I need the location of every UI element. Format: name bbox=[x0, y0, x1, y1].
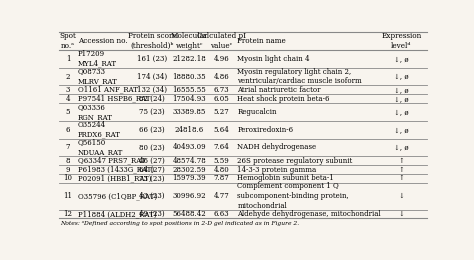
Text: 49 (23): 49 (23) bbox=[139, 210, 164, 218]
Text: 3: 3 bbox=[66, 86, 70, 94]
Text: 4.80: 4.80 bbox=[213, 166, 229, 174]
Text: Q63347 PRS7_RAT: Q63347 PRS7_RAT bbox=[78, 157, 146, 165]
Text: Aldehyde dehydrogenase, mitochondrial: Aldehyde dehydrogenase, mitochondrial bbox=[237, 210, 381, 218]
Text: 46 (27): 46 (27) bbox=[139, 157, 164, 165]
Text: Peroxiredoxin-6: Peroxiredoxin-6 bbox=[237, 126, 293, 134]
Text: Accession no.: Accession no. bbox=[78, 37, 128, 45]
Text: 7.64: 7.64 bbox=[213, 144, 229, 152]
Text: O35244
PRDX6_RAT: O35244 PRDX6_RAT bbox=[78, 121, 121, 139]
Text: 16555.55: 16555.55 bbox=[173, 86, 206, 94]
Text: Molecular
weightᶜ: Molecular weightᶜ bbox=[171, 32, 208, 50]
Text: 73 (23): 73 (23) bbox=[139, 174, 164, 183]
Text: Notes: ᵃDefined according to spot positions in 2-D gel indicated as in Figure 2.: Notes: ᵃDefined according to spot positi… bbox=[60, 221, 300, 226]
Text: 17504.93: 17504.93 bbox=[173, 95, 206, 103]
Text: 2: 2 bbox=[66, 73, 70, 81]
Text: 6: 6 bbox=[66, 126, 70, 134]
Text: 26S protease regulatory subunit: 26S protease regulatory subunit bbox=[237, 157, 353, 165]
Text: Myosin regulatory light chain 2,
ventricular/cardiac muscle isoform: Myosin regulatory light chain 2, ventric… bbox=[237, 68, 362, 86]
Text: Q56150
NDUAA_RAT: Q56150 NDUAA_RAT bbox=[78, 139, 123, 156]
Text: 43 (23): 43 (23) bbox=[139, 192, 164, 200]
Text: P02091 (HBB1_RAT): P02091 (HBB1_RAT) bbox=[78, 174, 152, 183]
Text: Spot
no.ᵃ: Spot no.ᵃ bbox=[60, 32, 76, 50]
Text: ↑: ↑ bbox=[398, 174, 404, 183]
Text: 5.27: 5.27 bbox=[213, 108, 229, 116]
Text: 174 (34): 174 (34) bbox=[137, 73, 167, 81]
Text: O35796 (C1QBP_RAT): O35796 (C1QBP_RAT) bbox=[78, 192, 157, 200]
Text: 66 (23): 66 (23) bbox=[139, 126, 164, 134]
Text: 21282.18: 21282.18 bbox=[173, 55, 206, 63]
Text: 30996.92: 30996.92 bbox=[173, 192, 206, 200]
Text: 33389.85: 33389.85 bbox=[173, 108, 206, 116]
Text: 14-3-3 protein gamma: 14-3-3 protein gamma bbox=[237, 166, 317, 174]
Text: Myosin light chain 4: Myosin light chain 4 bbox=[237, 55, 310, 63]
Text: 15979.39: 15979.39 bbox=[173, 174, 206, 183]
Text: 12: 12 bbox=[64, 210, 73, 218]
Text: 5: 5 bbox=[66, 108, 70, 116]
Text: 48574.78: 48574.78 bbox=[173, 157, 206, 165]
Text: Hemoglobin subunit beta-1: Hemoglobin subunit beta-1 bbox=[237, 174, 334, 183]
Text: 10: 10 bbox=[64, 174, 73, 183]
Text: ↓, ø: ↓, ø bbox=[394, 73, 409, 81]
Text: 24818.6: 24818.6 bbox=[174, 126, 204, 134]
Text: 75 (23): 75 (23) bbox=[139, 108, 164, 116]
Text: P61983 (1433G_RAT): P61983 (1433G_RAT) bbox=[78, 166, 154, 174]
Text: 9: 9 bbox=[66, 166, 70, 174]
Text: Complement component 1 Q
subcomponent-binding protein,
mitochondrial: Complement component 1 Q subcomponent-bi… bbox=[237, 183, 349, 210]
Text: ↓, ø: ↓, ø bbox=[394, 108, 409, 116]
Text: ↓, ø: ↓, ø bbox=[394, 86, 409, 94]
Text: Calculated pI
valueᶜ: Calculated pI valueᶜ bbox=[197, 32, 246, 50]
Text: ↑: ↑ bbox=[398, 166, 404, 174]
Text: 8: 8 bbox=[66, 157, 70, 165]
Text: Q08733
MLRV_RAT: Q08733 MLRV_RAT bbox=[78, 68, 118, 86]
Text: Protein score
(threshold)ᵇ: Protein score (threshold)ᵇ bbox=[128, 32, 176, 50]
Text: ↓: ↓ bbox=[398, 210, 404, 218]
Text: NADH dehydrogenase: NADH dehydrogenase bbox=[237, 144, 317, 152]
Text: 4.96: 4.96 bbox=[213, 55, 229, 63]
Text: ↓, ø: ↓, ø bbox=[394, 55, 409, 63]
Text: Expression
levelᵈ: Expression levelᵈ bbox=[381, 32, 421, 50]
Text: 64 (27): 64 (27) bbox=[139, 166, 164, 174]
Text: 7.87: 7.87 bbox=[213, 174, 229, 183]
Text: 4: 4 bbox=[66, 95, 70, 103]
Text: 82 (24): 82 (24) bbox=[139, 95, 164, 103]
Text: 1: 1 bbox=[66, 55, 70, 63]
Text: ↑: ↑ bbox=[398, 157, 404, 165]
Text: Regucalcin: Regucalcin bbox=[237, 108, 277, 116]
Text: O1161 ANF_RAT: O1161 ANF_RAT bbox=[78, 86, 138, 94]
Text: Atrial natriuretic factor: Atrial natriuretic factor bbox=[237, 86, 321, 94]
Text: Heat shock protein beta-6: Heat shock protein beta-6 bbox=[237, 95, 330, 103]
Text: 6.05: 6.05 bbox=[213, 95, 229, 103]
Text: 56488.42: 56488.42 bbox=[173, 210, 206, 218]
Text: ↓: ↓ bbox=[398, 192, 404, 200]
Text: 11: 11 bbox=[64, 192, 73, 200]
Text: ↓, ø: ↓, ø bbox=[394, 144, 409, 152]
Text: 5.59: 5.59 bbox=[213, 157, 229, 165]
Text: 4.77: 4.77 bbox=[213, 192, 229, 200]
Text: 7: 7 bbox=[66, 144, 70, 152]
Text: P11884 (ALDH2_RAT): P11884 (ALDH2_RAT) bbox=[78, 210, 156, 218]
Text: 40493.09: 40493.09 bbox=[173, 144, 206, 152]
Text: 4.86: 4.86 bbox=[213, 73, 229, 81]
Text: 6.73: 6.73 bbox=[213, 86, 229, 94]
Text: 80 (23): 80 (23) bbox=[139, 144, 164, 152]
Text: Q03336
RGN_RAT: Q03336 RGN_RAT bbox=[78, 103, 113, 121]
Text: 132 (34): 132 (34) bbox=[137, 86, 167, 94]
Text: ↓, ø: ↓, ø bbox=[394, 126, 409, 134]
Text: 5.64: 5.64 bbox=[213, 126, 229, 134]
Text: Protein name: Protein name bbox=[237, 37, 286, 45]
Text: 6.63: 6.63 bbox=[213, 210, 229, 218]
Text: P97541 HSPB6_RAT: P97541 HSPB6_RAT bbox=[78, 95, 150, 103]
Text: P17209
MYL4_RAT: P17209 MYL4_RAT bbox=[78, 50, 117, 68]
Text: 161 (23): 161 (23) bbox=[137, 55, 167, 63]
Text: 28302.59: 28302.59 bbox=[173, 166, 206, 174]
Text: ↓, ø: ↓, ø bbox=[394, 95, 409, 103]
Text: 18880.35: 18880.35 bbox=[173, 73, 206, 81]
